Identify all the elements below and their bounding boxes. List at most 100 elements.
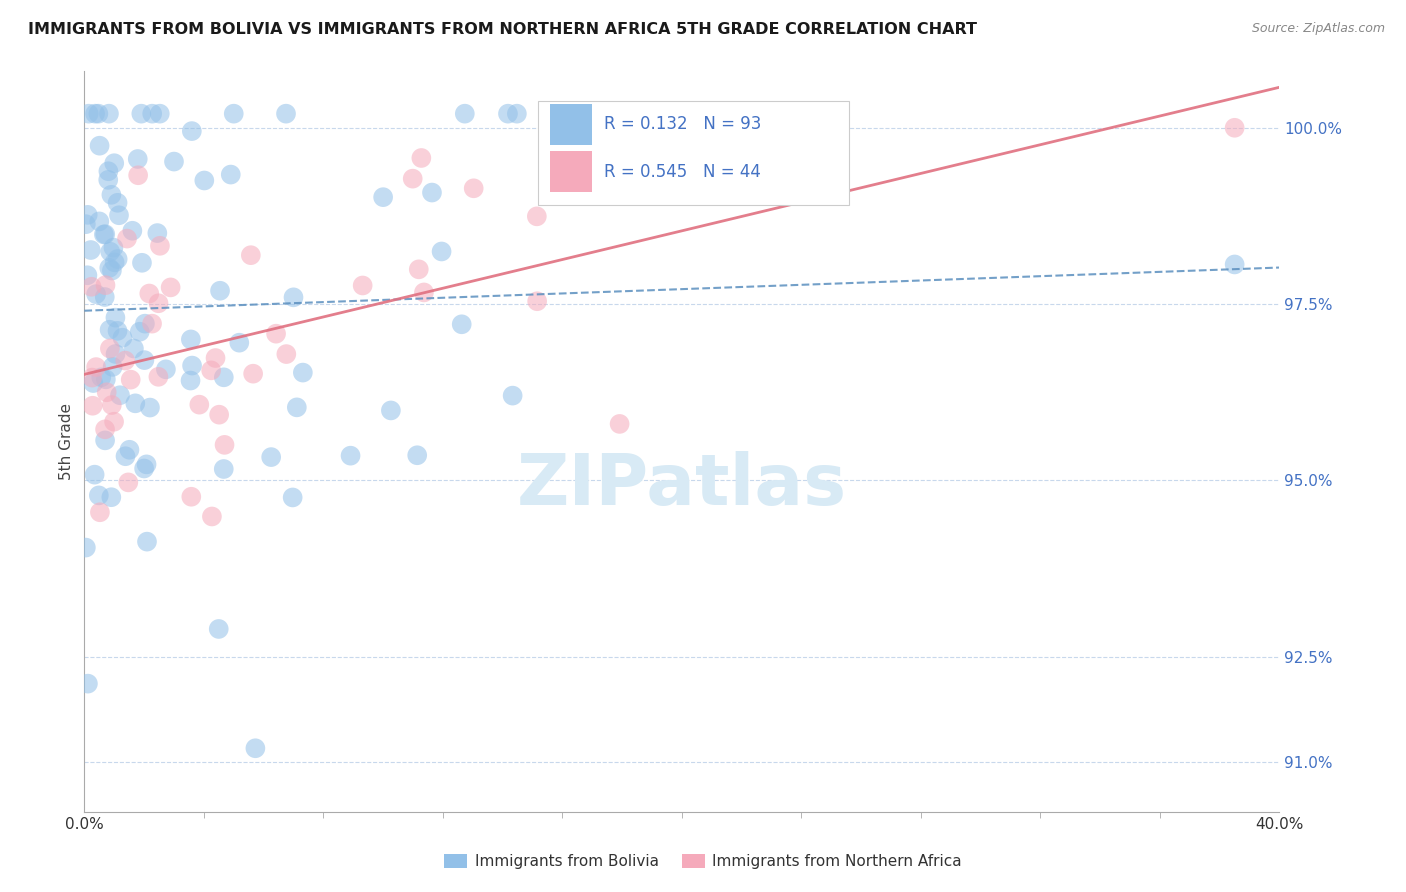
Point (82, 376, 104, 390)
Point (148, 296, 170, 310)
Point (219, 168, 242, 182)
Point (411, 151, 433, 165)
FancyBboxPatch shape (551, 103, 592, 145)
Point (200, 363, 222, 377)
Text: Source: ZipAtlas.com: Source: ZipAtlas.com (1251, 22, 1385, 36)
Point (98, 244, 121, 259)
Point (406, 448, 429, 462)
Legend: Immigrants from Bolivia, Immigrants from Northern Africa: Immigrants from Bolivia, Immigrants from… (439, 848, 967, 875)
Point (148, 369, 170, 384)
Point (413, 285, 436, 300)
Point (155, 362, 177, 376)
Point (132, 461, 156, 475)
Point (80, 243, 103, 257)
Point (131, 256, 153, 270)
Point (75, 541, 97, 555)
FancyBboxPatch shape (538, 101, 849, 204)
Point (502, 389, 524, 403)
Point (89, 214, 111, 228)
Point (100, 490, 122, 504)
Point (94, 372, 117, 386)
Point (239, 248, 262, 262)
Point (115, 231, 138, 245)
Point (127, 168, 149, 182)
Point (128, 325, 150, 339)
Point (98, 260, 121, 275)
Point (94, 422, 117, 436)
Point (454, 106, 477, 120)
Point (111, 331, 134, 345)
Point (134, 317, 156, 331)
Point (380, 403, 402, 417)
Point (93, 227, 115, 242)
Point (127, 152, 149, 166)
Point (101, 263, 124, 277)
Point (87, 106, 110, 120)
Point (87, 488, 110, 502)
Point (97, 173, 120, 187)
Point (84, 287, 107, 301)
Text: ZIPatlas: ZIPatlas (517, 451, 846, 520)
Text: R = 0.545   N = 44: R = 0.545 N = 44 (605, 163, 761, 181)
Point (212, 370, 235, 384)
Point (107, 195, 129, 210)
Point (77, 106, 100, 120)
Point (107, 252, 129, 266)
Y-axis label: 5th Grade: 5th Grade (59, 403, 75, 480)
Point (609, 174, 631, 188)
Point (77, 676, 100, 690)
Point (163, 154, 186, 169)
Point (149, 239, 172, 253)
Point (129, 106, 152, 120)
Point (94, 434, 117, 448)
Point (276, 347, 298, 361)
Text: IMMIGRANTS FROM BOLIVIA VS IMMIGRANTS FROM NORTHERN AFRICA 5TH GRADE CORRELATION: IMMIGRANTS FROM BOLIVIA VS IMMIGRANTS FR… (28, 22, 977, 37)
Point (180, 490, 202, 504)
Point (104, 255, 127, 269)
Point (180, 124, 202, 138)
Point (281, 491, 304, 505)
Point (101, 359, 124, 374)
Point (136, 534, 159, 549)
Point (100, 187, 122, 202)
Point (463, 181, 485, 195)
Point (84, 360, 107, 375)
Point (84, 106, 107, 120)
Point (188, 398, 211, 412)
Point (139, 401, 162, 415)
Point (242, 367, 264, 381)
Point (138, 286, 160, 301)
Point (245, 741, 267, 756)
Point (214, 438, 236, 452)
Point (283, 290, 305, 304)
Point (104, 347, 127, 361)
Point (208, 622, 231, 636)
Point (101, 398, 124, 412)
Point (609, 417, 631, 431)
Point (209, 284, 232, 298)
Point (120, 373, 142, 387)
Point (212, 462, 235, 476)
Point (82, 370, 104, 384)
Point (96, 385, 118, 400)
Point (98, 342, 121, 356)
Point (408, 262, 430, 277)
Point (260, 450, 283, 464)
Point (180, 333, 202, 347)
Point (118, 442, 141, 457)
Point (108, 208, 131, 222)
Point (107, 324, 129, 338)
Point (149, 106, 172, 120)
Point (89, 505, 111, 519)
Point (352, 278, 374, 293)
Point (98, 323, 121, 337)
Point (228, 335, 250, 350)
Point (291, 366, 314, 380)
Point (222, 106, 245, 120)
Point (159, 280, 181, 294)
Point (103, 156, 125, 170)
Point (97, 164, 120, 178)
Point (339, 449, 361, 463)
Point (135, 458, 157, 472)
Point (506, 106, 529, 120)
